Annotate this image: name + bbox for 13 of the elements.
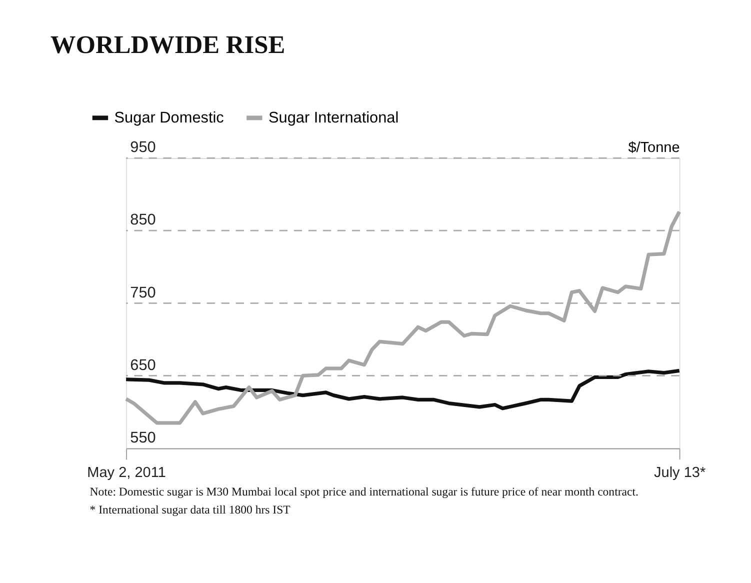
- x-tick-label: May 2, 2011: [87, 464, 166, 481]
- legend-label: Sugar Domestic: [114, 109, 224, 126]
- y-tick-label: 850: [130, 212, 156, 229]
- legend-label: Sugar International: [268, 109, 399, 126]
- text: Note: Domestic sugar is M30 Mumbai local spot price and international sugar is future price of near month contract.: [90, 484, 639, 498]
- y-axis-title: $/Tonne: [628, 140, 680, 156]
- x-tick-label: July 13*: [654, 464, 706, 481]
- y-tick-label: 950: [130, 139, 156, 156]
- y-tick-label: 550: [130, 429, 156, 446]
- y-tick-label: 750: [130, 284, 156, 302]
- y-tick-label: 650: [130, 356, 156, 374]
- chart-title: WORLDWIDE RISE: [50, 30, 286, 59]
- text: * International sugar data till 1800 hrs IST: [90, 502, 290, 517]
